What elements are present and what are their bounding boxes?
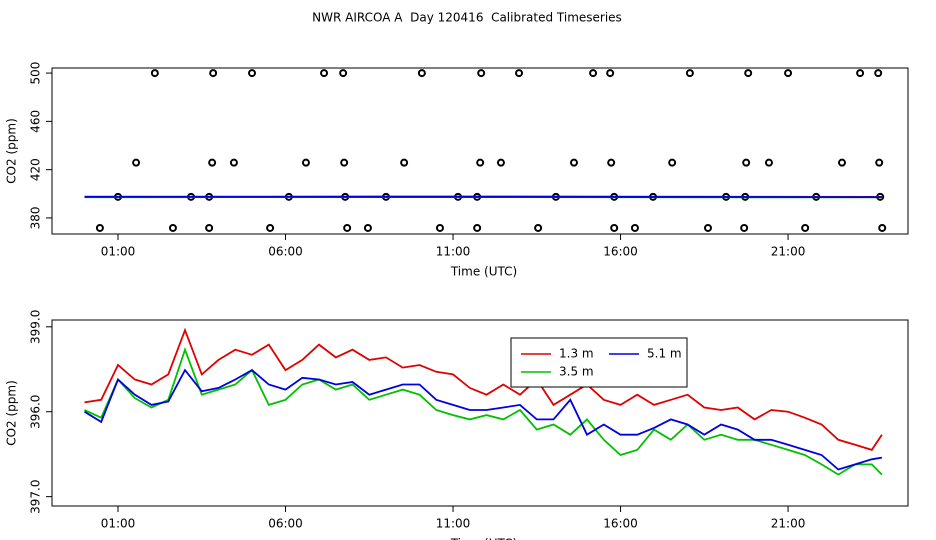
y-tick-label: 396.0 — [29, 395, 43, 429]
legend-label: 5.1 m — [647, 347, 682, 361]
data-point — [589, 69, 598, 78]
data-point — [208, 158, 217, 167]
legend-label: 3.5 m — [559, 365, 594, 379]
x-tick-label: 01:00 — [101, 517, 136, 531]
x-tick-label: 06:00 — [268, 517, 303, 531]
data-point — [740, 223, 749, 232]
data-point — [168, 223, 177, 232]
data-point — [837, 158, 846, 167]
y-tick-label: 399.0 — [29, 310, 43, 344]
data-point — [801, 223, 810, 232]
data-point — [343, 223, 352, 232]
data-point — [339, 69, 348, 78]
y-tick-label: 397.0 — [29, 479, 43, 513]
data-point — [569, 158, 578, 167]
data-point — [229, 158, 238, 167]
x-axis-title: Time (UTC) — [450, 265, 517, 279]
data-point — [476, 158, 485, 167]
x-tick-label: 21:00 — [771, 517, 806, 531]
data-point — [340, 158, 349, 167]
data-point — [477, 69, 486, 78]
x-axis-title: Time (UTC) — [450, 537, 517, 540]
data-point — [150, 69, 159, 78]
data-point — [534, 223, 543, 232]
data-point — [856, 69, 865, 78]
x-tick-label: 01:00 — [101, 245, 136, 259]
data-point — [496, 158, 505, 167]
legend-label: 1.3 m — [559, 347, 594, 361]
data-point — [248, 69, 257, 78]
x-tick-label: 11:00 — [436, 245, 471, 259]
y-tick-label: 500 — [29, 62, 43, 85]
plot-frame — [51, 319, 909, 507]
y-axis-title: CO2 (ppm) — [5, 118, 19, 184]
chart-title: NWR AIRCOA A Day 120416 Calibrated Times… — [312, 11, 622, 25]
plot-frame — [51, 67, 909, 235]
data-point — [607, 158, 616, 167]
x-tick-label: 16:00 — [603, 517, 638, 531]
data-point — [301, 158, 310, 167]
data-point — [784, 69, 793, 78]
data-point — [400, 158, 409, 167]
data-point — [363, 223, 372, 232]
data-point — [744, 69, 753, 78]
data-point — [742, 158, 751, 167]
data-point — [320, 69, 329, 78]
data-point — [703, 223, 712, 232]
legend-box — [510, 337, 688, 388]
data-point — [874, 69, 883, 78]
x-tick-label: 11:00 — [436, 517, 471, 531]
data-point — [875, 158, 884, 167]
x-tick-label: 16:00 — [603, 245, 638, 259]
data-point — [473, 223, 482, 232]
data-point — [668, 158, 677, 167]
y-tick-label: 380 — [29, 206, 43, 229]
data-point — [95, 223, 104, 232]
data-point — [417, 69, 426, 78]
data-point — [630, 223, 639, 232]
data-point — [205, 223, 214, 232]
data-point — [610, 223, 619, 232]
data-point — [878, 223, 887, 232]
x-tick-label: 21:00 — [771, 245, 806, 259]
y-tick-label: 460 — [29, 110, 43, 133]
series-line — [84, 327, 883, 451]
data-point — [764, 158, 773, 167]
y-tick-label: 420 — [29, 158, 43, 181]
data-point — [515, 69, 524, 78]
x-tick-label: 06:00 — [268, 245, 303, 259]
data-point — [209, 69, 218, 78]
data-point — [266, 223, 275, 232]
series-line — [84, 368, 883, 471]
y-axis-title: CO2 (ppm) — [5, 380, 19, 446]
data-point — [435, 223, 444, 232]
series-line — [84, 346, 883, 476]
data-point — [132, 158, 141, 167]
data-point — [606, 69, 615, 78]
data-point — [685, 69, 694, 78]
